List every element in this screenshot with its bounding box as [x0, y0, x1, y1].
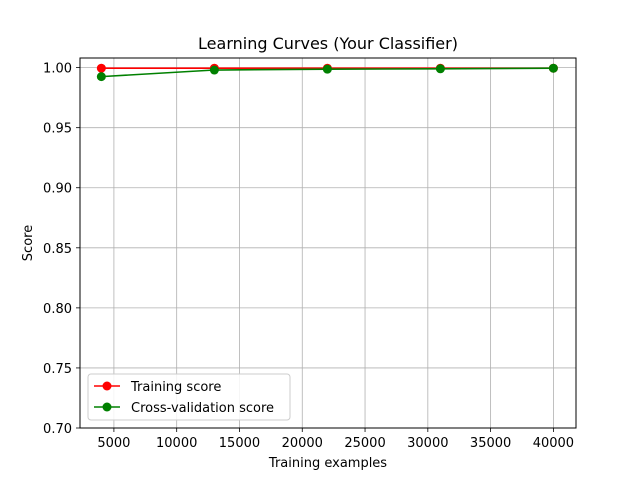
x-tick-label: 5000	[97, 436, 130, 451]
data-series	[96, 63, 558, 82]
y-tick-label: 1.00	[43, 62, 72, 77]
y-tick-label: 0.70	[43, 422, 72, 437]
data-point	[96, 72, 106, 82]
series-cross-validation	[96, 63, 558, 82]
x-tick-label: 35000	[470, 436, 511, 451]
y-tick-label: 0.85	[43, 242, 72, 257]
y-tick-label: 0.80	[43, 302, 72, 317]
legend-label: Training score	[130, 380, 221, 395]
x-tick-label: 25000	[344, 436, 385, 451]
data-point	[435, 64, 445, 74]
x-tick-label: 10000	[156, 436, 197, 451]
legend-entry: Cross-validation score	[94, 401, 274, 416]
data-point	[209, 65, 219, 75]
x-axis-label: Training examples	[268, 456, 387, 471]
data-point	[548, 63, 558, 73]
chart-title: Learning Curves (Your Classifier)	[198, 34, 458, 53]
y-tick-label: 0.75	[43, 362, 72, 377]
x-tick-label: 20000	[282, 436, 323, 451]
x-tick-label: 40000	[533, 436, 574, 451]
legend-label: Cross-validation score	[131, 401, 274, 416]
legend-entry: Training score	[94, 380, 221, 395]
y-tick-label: 0.90	[43, 182, 72, 197]
x-tick-label: 30000	[407, 436, 448, 451]
axes: 5000 10000 15000 20000 25000 30000 35000 40000 0…	[43, 62, 574, 451]
legend-marker	[102, 381, 112, 391]
y-axis-label: Score	[21, 225, 36, 261]
x-tick-label: 15000	[219, 436, 260, 451]
data-point	[322, 64, 332, 74]
legend-marker	[102, 402, 112, 412]
plot-frame	[79, 57, 577, 429]
legend: Training score Cross-validation score	[87, 373, 291, 421]
legend-box	[87, 373, 291, 421]
data-point	[96, 63, 106, 73]
y-tick-label: 0.95	[43, 122, 72, 137]
